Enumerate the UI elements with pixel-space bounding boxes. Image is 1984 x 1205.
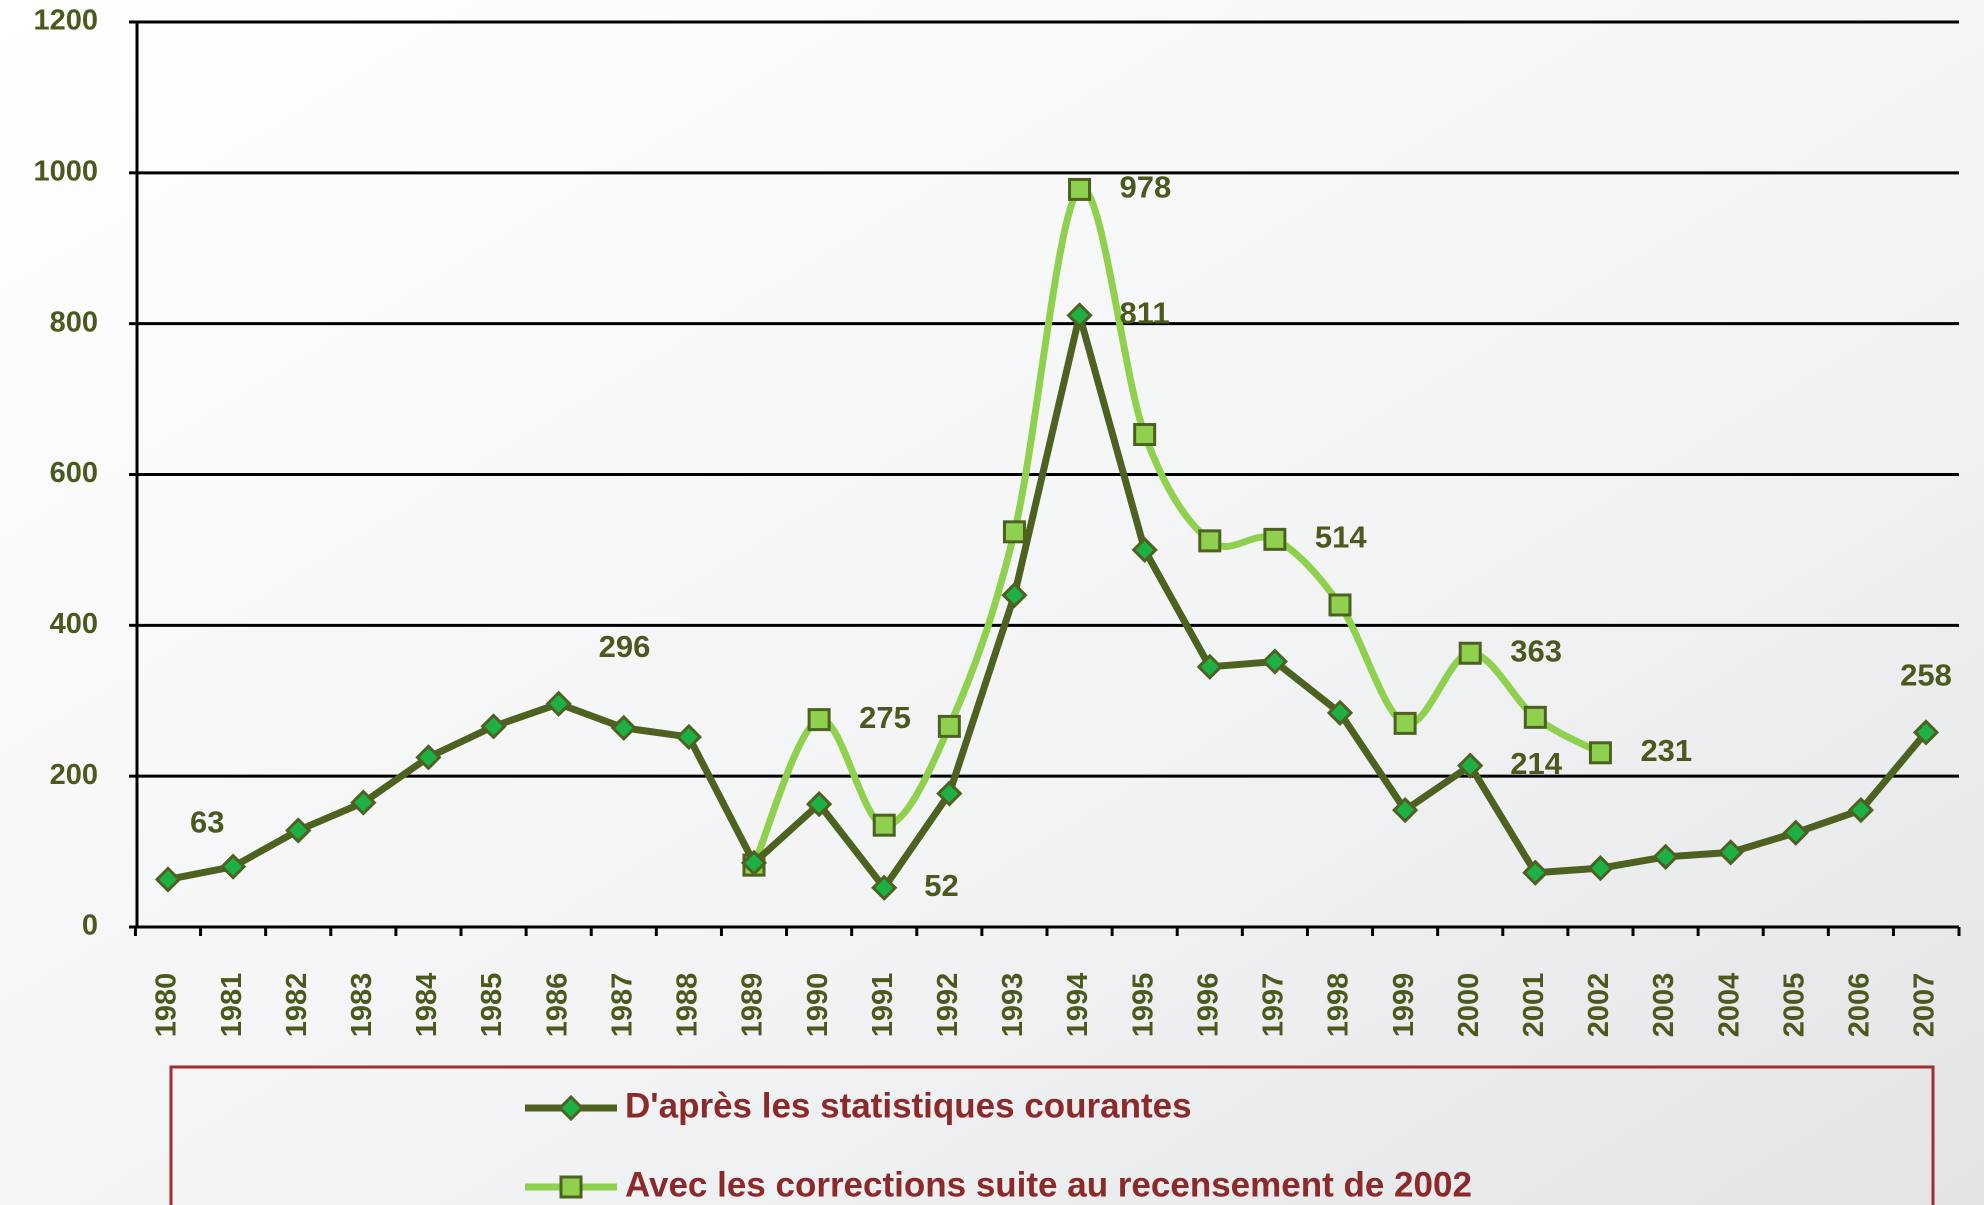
x-tick-label: 2002 xyxy=(1583,973,1615,1038)
x-tick-label: 1981 xyxy=(216,973,248,1038)
x-tick-label: 1998 xyxy=(1323,973,1355,1038)
y-tick-label: 0 xyxy=(82,910,98,942)
x-tick-label: 1985 xyxy=(476,973,508,1038)
x-tick-label: 1980 xyxy=(151,973,183,1038)
y-tick-label: 200 xyxy=(50,759,98,791)
x-tick-label: 1999 xyxy=(1388,973,1420,1038)
legend-label: Avec les corrections suite au recensemen… xyxy=(625,1165,1472,1204)
data-point xyxy=(1330,595,1350,615)
data-point xyxy=(1200,531,1220,551)
data-label: 514 xyxy=(1315,520,1367,555)
x-tick-label: 1991 xyxy=(867,973,899,1038)
data-point xyxy=(809,710,829,730)
data-point xyxy=(1590,743,1610,763)
data-label: 214 xyxy=(1510,746,1562,781)
x-tick-label: 1989 xyxy=(737,973,769,1038)
data-point xyxy=(1525,707,1545,727)
data-label: 296 xyxy=(599,629,651,664)
y-tick-label: 1000 xyxy=(33,155,98,187)
x-tick-label: 1988 xyxy=(672,973,704,1038)
x-tick-label: 1986 xyxy=(541,973,573,1038)
data-label: 363 xyxy=(1510,633,1562,668)
legend-label: D'après les statistiques courantes xyxy=(625,1086,1192,1125)
y-tick-label: 800 xyxy=(50,306,98,338)
x-tick-label: 2001 xyxy=(1518,973,1550,1038)
y-tick-label: 1200 xyxy=(33,5,98,37)
data-label: 978 xyxy=(1120,170,1172,205)
data-point xyxy=(1135,425,1155,445)
x-tick-label: 1984 xyxy=(411,973,443,1038)
data-point xyxy=(1460,643,1480,663)
data-point xyxy=(1395,713,1415,733)
data-point xyxy=(1004,522,1024,542)
x-tick-label: 1990 xyxy=(802,973,834,1038)
x-tick-label: 1983 xyxy=(346,973,378,1038)
data-point xyxy=(939,716,959,736)
chart: 0 200 400 600 800 1000 1200 1980 1981 1982 1983 198… xyxy=(0,0,1984,1205)
x-tick-label: 2003 xyxy=(1648,973,1680,1038)
x-tick-label: 1994 xyxy=(1062,973,1094,1038)
x-tick-label: 2005 xyxy=(1778,973,1810,1038)
x-tick-label: 1997 xyxy=(1258,973,1290,1038)
data-point xyxy=(1070,179,1090,199)
x-tick-label: 2004 xyxy=(1713,973,1745,1038)
x-tick-label: 1982 xyxy=(281,973,313,1038)
y-tick-label: 600 xyxy=(50,457,98,489)
data-point xyxy=(874,815,894,835)
y-tick-label: 400 xyxy=(50,608,98,640)
data-label: 275 xyxy=(859,700,911,735)
data-label: 52 xyxy=(924,868,958,903)
x-tick-label: 1992 xyxy=(932,973,964,1038)
x-tick-label: 1993 xyxy=(997,973,1029,1038)
x-tick-label: 1987 xyxy=(606,973,638,1038)
data-label: 231 xyxy=(1640,733,1692,768)
x-tick-label: 2000 xyxy=(1453,973,1485,1038)
data-label: 63 xyxy=(190,805,224,840)
x-tick-label: 2006 xyxy=(1844,973,1876,1038)
x-tick-label: 1996 xyxy=(1192,973,1224,1038)
legend-marker xyxy=(561,1177,581,1197)
x-tick-label: 1995 xyxy=(1127,973,1159,1038)
data-label: 811 xyxy=(1120,296,1170,331)
data-point xyxy=(1265,529,1285,549)
x-tick-label: 2007 xyxy=(1909,973,1941,1038)
data-label: 258 xyxy=(1900,658,1952,693)
